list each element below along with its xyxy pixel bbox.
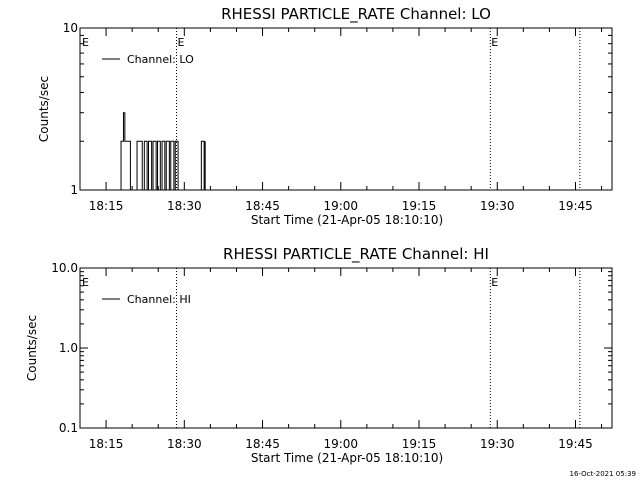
panel-lo-y-tick-label: 1: [70, 183, 78, 197]
panel-hi-x-tick-label: 19:00: [323, 437, 358, 451]
panel-lo-x-tick-label: 18:15: [89, 199, 124, 213]
panel-hi-x-tick-label: 18:30: [167, 437, 202, 451]
panel-hi-x-tick-label: 18:15: [89, 437, 124, 451]
panel-lo-frame: [79, 27, 613, 191]
panel-lo-x-tick-label: 19:30: [480, 199, 515, 213]
panel-hi-x-tick-label: 19:30: [480, 437, 515, 451]
panel-lo-y-tick-label: 10: [63, 21, 78, 35]
panel-hi-x-tick-label: 19:45: [558, 437, 593, 451]
panel-lo-edge-flag: E: [82, 36, 89, 49]
panel-hi-y-tick-label: 1.0: [59, 341, 78, 355]
timestamp-stamp: 16-Oct-2021 05:39: [569, 470, 636, 478]
panel-lo-event-marker-label: E: [177, 36, 184, 49]
panel-lo-legend-label: Channel: LO: [127, 53, 194, 66]
panel-hi-x-tick-label: 18:45: [245, 437, 280, 451]
panel-lo-y-axis-label: Counts/sec: [37, 76, 51, 142]
panel-hi-edge-flag: E: [82, 276, 89, 289]
panel-lo-x-tick-label: 19:15: [402, 199, 437, 213]
panel-lo-x-tick-label: 19:00: [323, 199, 358, 213]
panel-lo-x-tick-label: 18:30: [167, 199, 202, 213]
panel-hi-frame: [79, 267, 613, 429]
panel-lo-event-marker-label: E: [491, 36, 498, 49]
panel-lo-x-axis-label: Start Time (21-Apr-05 18:10:10): [251, 213, 443, 227]
panel-hi-x-tick-label: 19:15: [402, 437, 437, 451]
panel-hi-x-axis-label: Start Time (21-Apr-05 18:10:10): [251, 451, 443, 465]
panel-hi-legend-label: Channel: HI: [127, 293, 191, 306]
panel-lo-series-line: [119, 112, 206, 191]
panel-lo-x-tick-label: 18:45: [245, 199, 280, 213]
panel-hi-y-axis-label: Counts/sec: [25, 315, 39, 381]
panel-hi-y-tick-label: 10.0: [51, 261, 78, 275]
panel-hi-title: RHESSI PARTICLE_RATE Channel: HI: [223, 245, 489, 264]
panel-hi-y-tick-label: 0.1: [59, 421, 78, 435]
panel-lo-title: RHESSI PARTICLE_RATE Channel: LO: [221, 5, 491, 24]
panel-hi-event-marker-label: E: [491, 276, 498, 289]
panel-lo-x-tick-label: 19:45: [558, 199, 593, 213]
